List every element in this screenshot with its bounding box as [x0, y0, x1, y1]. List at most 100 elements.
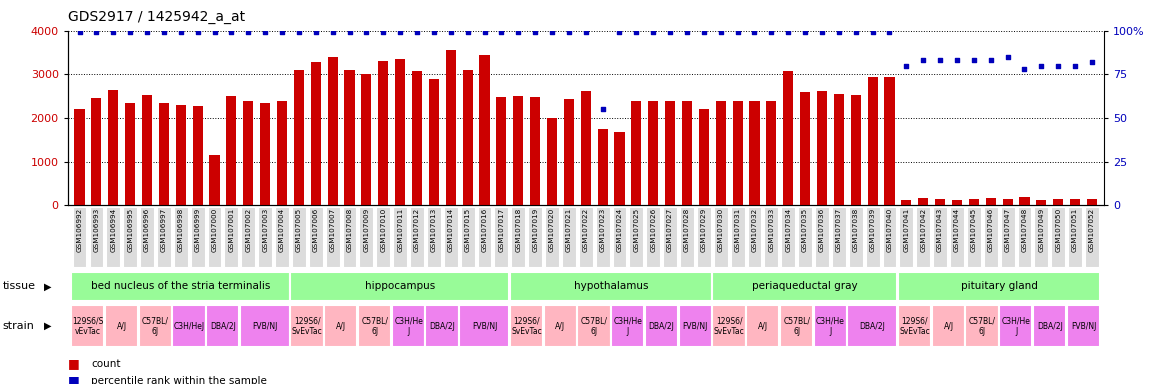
FancyBboxPatch shape: [509, 305, 543, 347]
Bar: [850, 95, 861, 205]
FancyBboxPatch shape: [427, 207, 440, 267]
FancyBboxPatch shape: [780, 305, 813, 347]
Point: [795, 30, 814, 36]
Text: GSM107028: GSM107028: [684, 208, 690, 252]
FancyBboxPatch shape: [292, 207, 306, 267]
Point: [779, 30, 798, 36]
FancyBboxPatch shape: [71, 305, 104, 347]
Point: [863, 30, 882, 36]
Text: GSM107043: GSM107043: [937, 208, 943, 252]
Point: [593, 106, 612, 113]
FancyBboxPatch shape: [174, 207, 188, 267]
Text: ▶: ▶: [44, 321, 51, 331]
Point: [374, 30, 392, 36]
Text: hypothalamus: hypothalamus: [573, 281, 648, 291]
FancyBboxPatch shape: [140, 207, 154, 267]
Text: GSM107034: GSM107034: [785, 208, 791, 252]
FancyBboxPatch shape: [611, 305, 645, 347]
Text: bed nucleus of the stria terminalis: bed nucleus of the stria terminalis: [91, 281, 271, 291]
Text: 129S6/
SvEvTac: 129S6/ SvEvTac: [714, 316, 744, 336]
Point: [272, 30, 291, 36]
Text: DBA/2J: DBA/2J: [860, 322, 885, 331]
Bar: [479, 55, 489, 205]
Bar: [327, 57, 338, 205]
Bar: [784, 71, 793, 205]
Text: ■: ■: [68, 357, 79, 370]
Text: GSM107036: GSM107036: [819, 208, 825, 252]
FancyBboxPatch shape: [899, 207, 913, 267]
Point: [677, 30, 696, 36]
Bar: [227, 96, 236, 205]
Text: GSM107033: GSM107033: [769, 208, 774, 252]
Bar: [496, 97, 507, 205]
FancyBboxPatch shape: [444, 207, 458, 267]
FancyBboxPatch shape: [712, 271, 897, 301]
Text: GSM106992: GSM106992: [77, 208, 83, 252]
Bar: [463, 71, 473, 205]
Point: [239, 30, 258, 36]
Text: GSM106993: GSM106993: [93, 208, 99, 252]
Point: [340, 30, 359, 36]
Text: GSM107035: GSM107035: [802, 208, 808, 252]
Text: GSM106994: GSM106994: [110, 208, 117, 252]
Text: strain: strain: [2, 321, 34, 331]
Text: GSM107045: GSM107045: [971, 208, 976, 252]
FancyBboxPatch shape: [478, 207, 492, 267]
Bar: [1002, 199, 1013, 205]
Text: GSM107004: GSM107004: [279, 208, 285, 252]
Bar: [142, 95, 152, 205]
Point: [729, 30, 748, 36]
Text: GSM107010: GSM107010: [381, 208, 387, 252]
Bar: [1036, 200, 1047, 205]
FancyBboxPatch shape: [157, 207, 171, 267]
FancyBboxPatch shape: [832, 207, 846, 267]
Point: [931, 57, 950, 63]
Text: GSM107015: GSM107015: [465, 208, 471, 252]
Point: [813, 30, 832, 36]
Text: FVB/NJ: FVB/NJ: [252, 322, 278, 331]
Point: [576, 30, 595, 36]
FancyBboxPatch shape: [528, 207, 542, 267]
Text: GSM107019: GSM107019: [533, 208, 538, 252]
Text: GSM106999: GSM106999: [195, 208, 201, 252]
FancyBboxPatch shape: [932, 305, 965, 347]
FancyBboxPatch shape: [357, 305, 391, 347]
Bar: [564, 99, 573, 205]
Text: C3H/He
J: C3H/He J: [816, 316, 844, 336]
FancyBboxPatch shape: [983, 207, 997, 267]
FancyBboxPatch shape: [883, 207, 896, 267]
Text: GSM106997: GSM106997: [161, 208, 167, 252]
FancyBboxPatch shape: [173, 305, 206, 347]
Text: GSM107012: GSM107012: [413, 208, 420, 252]
Bar: [834, 94, 844, 205]
Text: GSM107040: GSM107040: [887, 208, 892, 252]
FancyBboxPatch shape: [645, 305, 679, 347]
Text: GSM107013: GSM107013: [431, 208, 437, 252]
FancyBboxPatch shape: [410, 207, 424, 267]
FancyBboxPatch shape: [543, 305, 577, 347]
Bar: [125, 103, 135, 205]
Text: GSM107003: GSM107003: [262, 208, 269, 252]
Point: [458, 30, 477, 36]
FancyBboxPatch shape: [1001, 207, 1015, 267]
FancyBboxPatch shape: [815, 207, 829, 267]
Text: FVB/NJ: FVB/NJ: [472, 322, 498, 331]
FancyBboxPatch shape: [950, 207, 964, 267]
FancyBboxPatch shape: [72, 207, 86, 267]
Text: C3H/He
J: C3H/He J: [1002, 316, 1030, 336]
Text: GSM107037: GSM107037: [836, 208, 842, 252]
Text: GSM107041: GSM107041: [903, 208, 910, 252]
FancyBboxPatch shape: [596, 207, 610, 267]
FancyBboxPatch shape: [1066, 305, 1100, 347]
FancyBboxPatch shape: [494, 207, 508, 267]
Point: [695, 30, 714, 36]
Point: [947, 57, 966, 63]
Bar: [598, 129, 607, 205]
Point: [543, 30, 562, 36]
Point: [847, 30, 865, 36]
Text: GSM107031: GSM107031: [735, 208, 741, 252]
Text: DBA/2J: DBA/2J: [1037, 322, 1063, 331]
Text: C57BL/
6J: C57BL/ 6J: [784, 316, 811, 336]
Point: [1015, 66, 1034, 72]
Text: GSM107017: GSM107017: [499, 208, 505, 252]
